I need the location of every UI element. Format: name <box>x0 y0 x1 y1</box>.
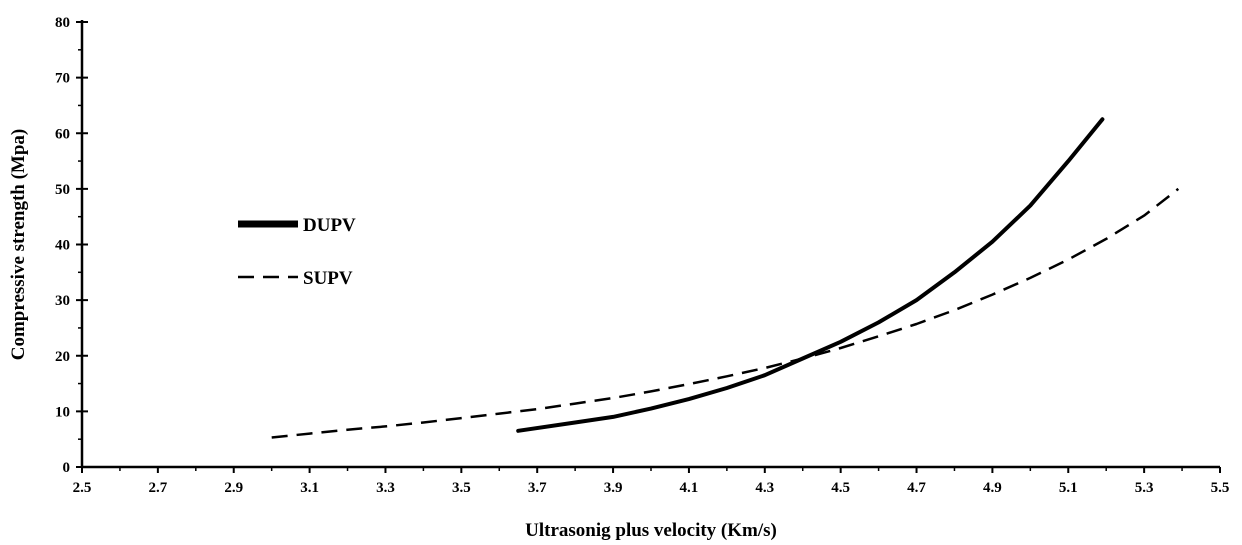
legend-label-dupv: DUPV <box>303 215 356 236</box>
axes: 2.5 2.7 2.9 3.1 3.3 3.5 3.7 3.9 4.1 4.3 4.5 4.7 4.9 5… <box>55 15 1229 496</box>
x-tick-label: 5.1 <box>1059 480 1078 496</box>
y-tick-label: 70 <box>55 71 70 87</box>
y-tick-label: 50 <box>55 182 70 198</box>
x-tick-label: 3.5 <box>452 480 471 496</box>
x-tick-label: 4.9 <box>983 480 1002 496</box>
x-tick-label: 4.7 <box>907 480 926 496</box>
legend: DUPV SUPV <box>205 190 390 300</box>
x-tick-label: 3.9 <box>604 480 623 496</box>
x-tick-label: 5.3 <box>1135 480 1154 496</box>
x-tick-label: 5.5 <box>1211 480 1230 496</box>
x-axis-title: Ultrasonig plus velocity (Km/s) <box>525 520 777 541</box>
y-tick-label: 0 <box>63 460 71 476</box>
x-tick-label: 2.5 <box>73 480 92 496</box>
legend-label-supv: SUPV <box>303 268 353 289</box>
series-line-dupv <box>516 117 1105 433</box>
x-tick-label: 4.1 <box>680 480 699 496</box>
y-tick-label: 10 <box>55 404 70 420</box>
y-tick-label: 40 <box>55 238 70 254</box>
series-line-supv <box>271 187 1180 439</box>
x-tick-label: 2.7 <box>148 480 167 496</box>
x-tick-label: 4.3 <box>755 480 774 496</box>
x-tick-label: 3.7 <box>528 480 547 496</box>
x-tick-label: 4.5 <box>831 480 850 496</box>
y-tick-label: 30 <box>55 293 70 309</box>
x-tick-label: 3.1 <box>300 480 319 496</box>
x-tick-label: 3.3 <box>376 480 395 496</box>
x-tick-label: 2.9 <box>224 480 243 496</box>
legend-box <box>205 190 390 300</box>
y-tick-label: 80 <box>55 15 70 31</box>
y-axis-title: Compressive strength (Mpa) <box>8 129 29 361</box>
y-tick-label: 20 <box>55 349 70 365</box>
plot-area <box>271 117 1180 439</box>
y-tick-label: 60 <box>55 126 70 142</box>
